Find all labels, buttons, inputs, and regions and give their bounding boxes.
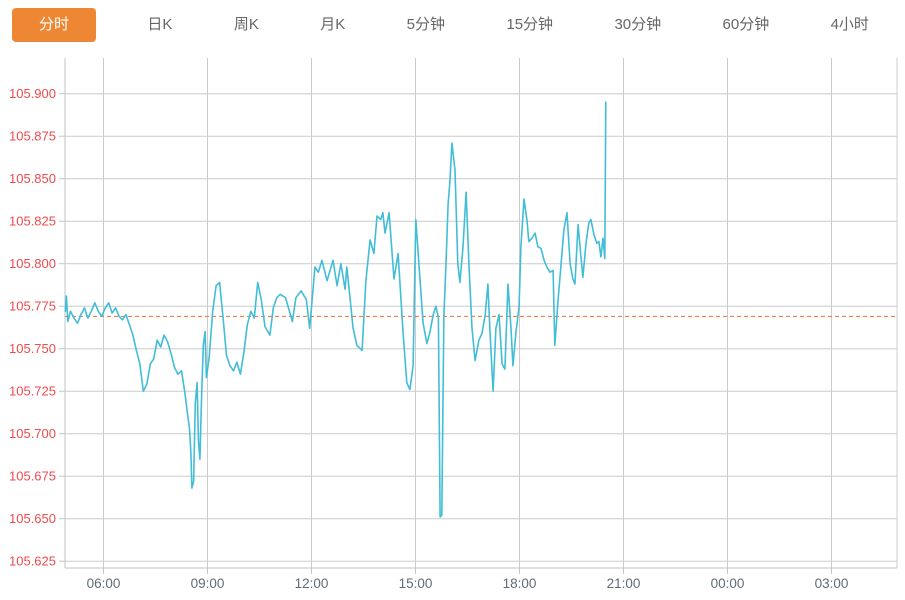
price-line — [64, 101, 607, 518]
tab-15min[interactable]: 15分钟 — [496, 9, 563, 41]
y-tick-label: 105.900 — [9, 86, 56, 101]
tab-30min[interactable]: 30分钟 — [604, 9, 671, 41]
y-tick-label: 105.700 — [9, 426, 56, 441]
tab-4hour[interactable]: 4小时 — [821, 9, 879, 41]
y-tick-label: 105.650 — [9, 511, 56, 526]
interval-tabbar: 分时 日K 周K 月K 5分钟 15分钟 30分钟 60分钟 4小时 — [0, 0, 905, 50]
tab-minute-intraday[interactable]: 分时 — [12, 8, 97, 42]
tab-5min[interactable]: 5分钟 — [397, 9, 455, 41]
x-tick-label: 21:00 — [607, 576, 641, 591]
y-tick-label: 105.675 — [9, 469, 56, 484]
y-tick-label: 105.775 — [9, 299, 56, 314]
tab-week-k[interactable]: 周K — [224, 9, 269, 41]
x-tick-label: 00:00 — [711, 576, 745, 591]
y-tick-label: 105.725 — [9, 384, 56, 399]
y-tick-label: 105.625 — [9, 554, 56, 569]
x-tick-label: 06:00 — [87, 576, 121, 591]
x-tick-label: 18:00 — [503, 576, 537, 591]
y-tick-label: 105.750 — [9, 341, 56, 356]
y-tick-label: 105.850 — [9, 171, 56, 186]
x-tick-label: 12:00 — [295, 576, 329, 591]
y-tick-label: 105.825 — [9, 214, 56, 229]
x-tick-label: 15:00 — [399, 576, 433, 591]
tab-day-k[interactable]: 日K — [137, 9, 182, 41]
y-tick-label: 105.875 — [9, 129, 56, 144]
tab-month-k[interactable]: 月K — [310, 9, 355, 41]
x-tick-label: 03:00 — [815, 576, 849, 591]
x-tick-label: 09:00 — [191, 576, 225, 591]
y-tick-label: 105.800 — [9, 256, 56, 271]
tab-60min[interactable]: 60分钟 — [713, 9, 780, 41]
